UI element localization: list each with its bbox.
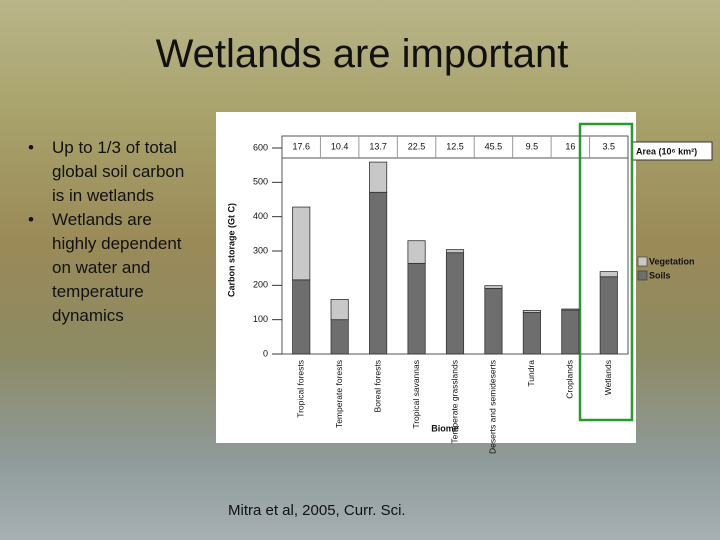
area-value: 45.5 <box>485 141 503 151</box>
bar-segment <box>369 191 388 355</box>
area-value: 13.7 <box>369 141 387 151</box>
legend-swatch <box>637 270 648 281</box>
y-tick-label: 400 <box>253 211 268 221</box>
bar-segment <box>522 309 541 313</box>
bar-segment <box>407 240 426 264</box>
bar-segment <box>599 276 618 355</box>
area-value: 12.5 <box>446 141 464 151</box>
bar-segment <box>484 288 503 355</box>
x-tick-label: Tundra <box>526 360 536 387</box>
highlight-box <box>578 122 634 422</box>
x-tick-label: Boreal forests <box>372 360 382 412</box>
slide-title: Wetlands are important <box>155 32 569 76</box>
legend-label: Vegetation <box>649 256 695 266</box>
bar-segment <box>330 319 349 355</box>
x-tick-label: Tropical savannas <box>411 360 421 429</box>
bar-segment <box>561 308 580 311</box>
bar-segment <box>407 262 426 355</box>
y-tick-label: 0 <box>263 348 268 358</box>
bullet-list: Up to 1/3 of total global soil carbon is… <box>26 136 196 328</box>
y-tick-label: 200 <box>253 280 268 290</box>
area-value: 3.5 <box>603 141 616 151</box>
y-tick-label: 100 <box>253 314 268 324</box>
y-axis-label: Carbon storage (Gt C) <box>226 203 236 297</box>
area-value: 9.5 <box>526 141 539 151</box>
x-tick-label: Tropical forests <box>295 360 305 418</box>
legend-swatch <box>637 256 648 267</box>
area-value: 22.5 <box>408 141 426 151</box>
y-tick-label: 600 <box>253 142 268 152</box>
chart-panel <box>216 112 636 443</box>
citation: Mitra et al, 2005, Curr. Sci. <box>228 502 406 519</box>
x-axis-label: Biome <box>431 423 459 433</box>
bar-segment <box>484 285 503 289</box>
bar-segment <box>561 309 580 355</box>
bar-segment <box>522 312 541 355</box>
bullet: Up to 1/3 of total global soil carbon is… <box>26 136 196 208</box>
x-tick-label: Wetlands <box>603 360 613 395</box>
legend-label: Soils <box>649 270 671 280</box>
x-tick-label: Deserts and semideserts <box>488 360 498 454</box>
y-tick-label: 300 <box>253 245 268 255</box>
area-value: 17.6 <box>292 141 310 151</box>
x-tick-label: Croplands <box>565 360 575 399</box>
bar-segment <box>599 271 618 278</box>
bar-segment <box>330 299 349 321</box>
x-tick-label: Temperate grasslands <box>449 360 459 444</box>
area-label: Area (10⁶ km²) <box>636 146 697 156</box>
bar-segment <box>369 161 388 193</box>
bar-segment <box>292 206 311 281</box>
bar-segment <box>445 252 465 355</box>
x-tick-label: Temperate forests <box>334 360 344 428</box>
y-tick-label: 500 <box>253 177 268 187</box>
area-value: 10.4 <box>331 141 349 151</box>
area-value: 16 <box>565 141 575 151</box>
bar-segment <box>445 249 465 254</box>
bar-segment <box>292 279 311 355</box>
bullet: Wetlands are highly dependent on water a… <box>26 208 196 328</box>
